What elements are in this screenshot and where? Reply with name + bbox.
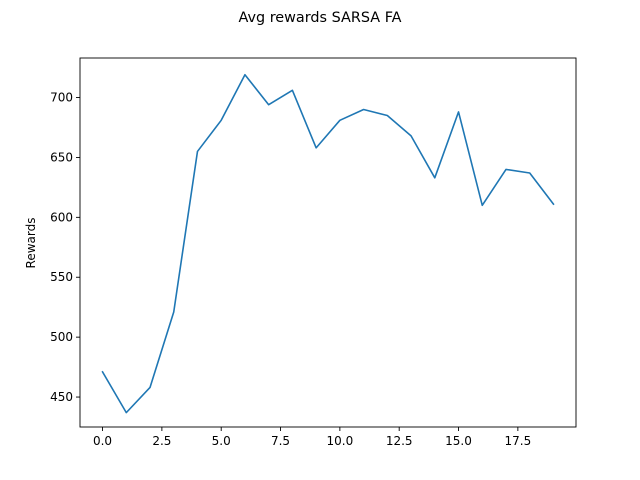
x-tick-label: 0.0 bbox=[93, 434, 112, 448]
y-tick-label: 500 bbox=[50, 330, 73, 344]
y-tick-label: 600 bbox=[50, 210, 73, 224]
x-tick-label: 2.5 bbox=[152, 434, 171, 448]
x-tick-label: 10.0 bbox=[327, 434, 354, 448]
chart-title: Avg rewards SARSA FA bbox=[238, 10, 401, 26]
x-tick-label: 17.5 bbox=[504, 434, 531, 448]
axes-frame bbox=[79, 57, 577, 428]
x-tick-label: 12.5 bbox=[386, 434, 413, 448]
x-axis-ticks: 0.0 2.5 5.0 7.5 10.0 12.5 15.0 17.5 bbox=[93, 427, 531, 448]
x-tick-label: 7.5 bbox=[271, 434, 290, 448]
y-tick-label: 650 bbox=[50, 150, 73, 164]
x-tick-label: 5.0 bbox=[212, 434, 231, 448]
plot-area bbox=[101, 73, 555, 414]
y-axis-label: Rewards bbox=[24, 218, 38, 269]
y-tick-label: 450 bbox=[50, 390, 73, 404]
x-tick-label: 15.0 bbox=[445, 434, 472, 448]
series-line-rewards bbox=[101, 73, 555, 414]
y-axis-ticks: 450 500 550 600 650 700 bbox=[50, 91, 80, 404]
y-tick-label: 700 bbox=[50, 91, 73, 105]
y-tick-label: 550 bbox=[50, 270, 73, 284]
